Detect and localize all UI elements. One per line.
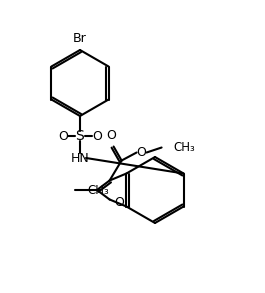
Text: O: O — [92, 130, 102, 142]
Text: Br: Br — [73, 32, 87, 45]
Text: O: O — [114, 196, 125, 209]
Text: O: O — [107, 129, 117, 142]
Text: HN: HN — [71, 151, 89, 164]
Text: O: O — [137, 146, 147, 159]
Text: O: O — [58, 130, 68, 142]
Text: CH₃: CH₃ — [174, 141, 195, 154]
Text: S: S — [76, 129, 84, 143]
Text: CH₃: CH₃ — [87, 183, 109, 197]
